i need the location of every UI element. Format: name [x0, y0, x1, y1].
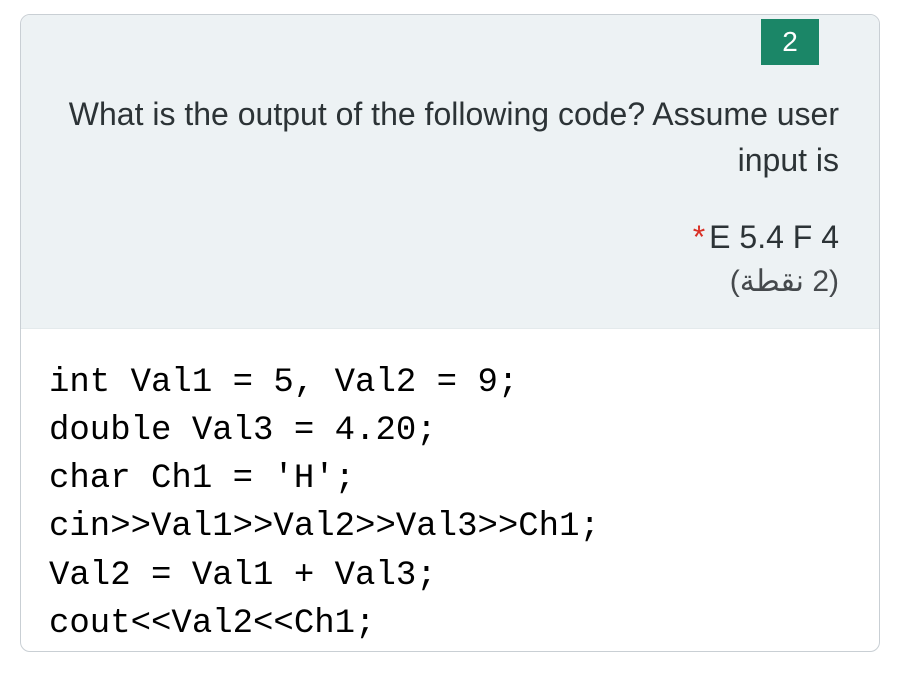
code-line: cin>>Val1>>Val2>>Val3>>Ch1; [49, 508, 600, 546]
points-label: (2 نقطة) [61, 260, 839, 304]
question-card: 2 What is the output of the following co… [20, 14, 880, 652]
code-line: int Val1 = 5, Val2 = 9; [49, 364, 518, 402]
question-number: 2 [782, 26, 798, 58]
input-and-points-block: *E 5.4 F 4 (2 نقطة) [61, 214, 839, 304]
code-line: char Ch1 = 'H'; [49, 460, 355, 498]
question-header: 2 What is the output of the following co… [21, 15, 879, 329]
user-input-value: E 5.4 F 4 [709, 219, 839, 255]
question-number-badge: 2 [761, 19, 819, 65]
code-line: Val2 = Val1 + Val3; [49, 557, 437, 595]
code-line: cout<<Val2<<Ch1; [49, 605, 375, 643]
code-line: double Val3 = 4.20; [49, 412, 437, 450]
user-input-line: *E 5.4 F 4 [61, 214, 839, 260]
code-block: int Val1 = 5, Val2 = 9; double Val3 = 4.… [21, 329, 879, 652]
required-star-icon: * [693, 219, 705, 255]
question-text: What is the output of the following code… [61, 91, 839, 184]
